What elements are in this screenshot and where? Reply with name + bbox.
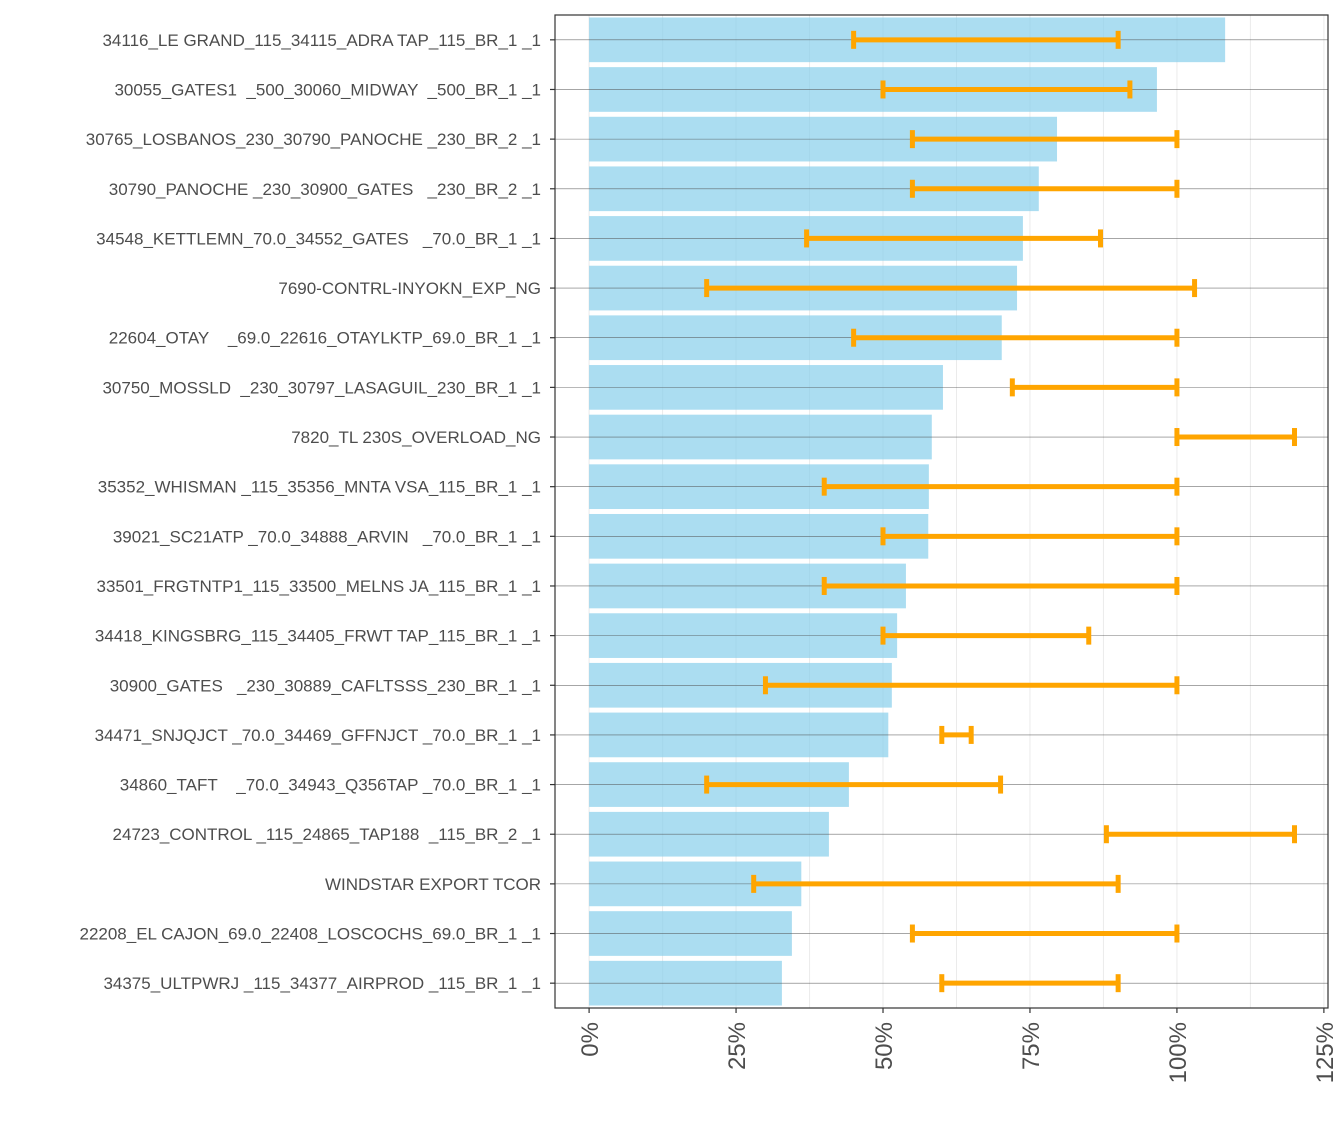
y-tick-label: WINDSTAR EXPORT TCOR — [325, 875, 541, 894]
y-tick-label: 7690-CONTRL-INYOKN_EXP_NG — [278, 279, 541, 298]
y-tick-label: 34471_SNJQJCT _70.0_34469_GFFNJCT _70.0_… — [95, 726, 541, 745]
y-tick-label: 34860_TAFT _70.0_34943_Q356TAP _70.0_BR_… — [120, 776, 541, 795]
y-tick-label: 30750_MOSSLD _230_30797_LASAGUIL_230_BR_… — [102, 378, 541, 397]
x-tick-label: 75% — [1018, 1022, 1045, 1070]
y-tick-label: 30055_GATES1 _500_30060_MIDWAY _500_BR_1… — [114, 80, 541, 99]
y-axis-labels: 34116_LE GRAND_115_34115_ADRA TAP_115_BR… — [79, 31, 555, 993]
y-tick-label: 7820_TL 230S_OVERLOAD_NG — [291, 428, 541, 447]
gridlines — [588, 15, 1325, 1008]
x-tick-label: 100% — [1165, 1022, 1192, 1083]
y-tick-label: 34418_KINGSBRG_115_34405_FRWT TAP_115_BR… — [95, 627, 541, 646]
y-tick-label: 30790_PANOCHE _230_30900_GATES _230_BR_2… — [109, 180, 541, 199]
panel-border — [554, 14, 1329, 1009]
y-tick-label: 24723_CONTROL _115_24865_TAP188 _115_BR_… — [113, 825, 541, 844]
y-tick-label: 33501_FRGTNTP1_115_33500_MELNS JA_115_BR… — [97, 577, 542, 596]
x-tick-label: 25% — [724, 1022, 751, 1070]
y-tick-label: 30900_GATES _230_30889_CAFLTSSS_230_BR_1… — [110, 676, 541, 695]
y-tick-label: 30765_LOSBANOS_230_30790_PANOCHE _230_BR… — [86, 130, 541, 149]
bars — [589, 17, 1226, 1006]
x-tick-label: 125% — [1312, 1022, 1339, 1083]
x-axis-labels: 0% 25% 50% 75% 100% 125% — [577, 1008, 1339, 1083]
y-tick-label: 22208_EL CAJON_69.0_22408_LOSCOCHS_69.0_… — [79, 925, 541, 944]
error-bars — [704, 30, 1297, 993]
y-tick-label: 22604_OTAY _69.0_22616_OTAYLKTP_69.0_BR_… — [109, 329, 541, 348]
y-tick-label: 35352_WHISMAN _115_35356_MNTA VSA_115_BR… — [98, 478, 541, 497]
y-tick-label: 34375_ULTPWRJ _115_34377_AIRPROD _115_BR… — [103, 974, 541, 993]
x-tick-label: 0% — [577, 1022, 604, 1057]
y-tick-label: 34116_LE GRAND_115_34115_ADRA TAP_115_BR… — [102, 31, 541, 50]
y-tick-label: 34548_KETTLEMN_70.0_34552_GATES _70.0_BR… — [96, 229, 541, 248]
x-tick-label: 50% — [871, 1022, 898, 1070]
y-tick-label: 39021_SC21ATP _70.0_34888_ARVIN _70.0_BR… — [113, 527, 541, 546]
